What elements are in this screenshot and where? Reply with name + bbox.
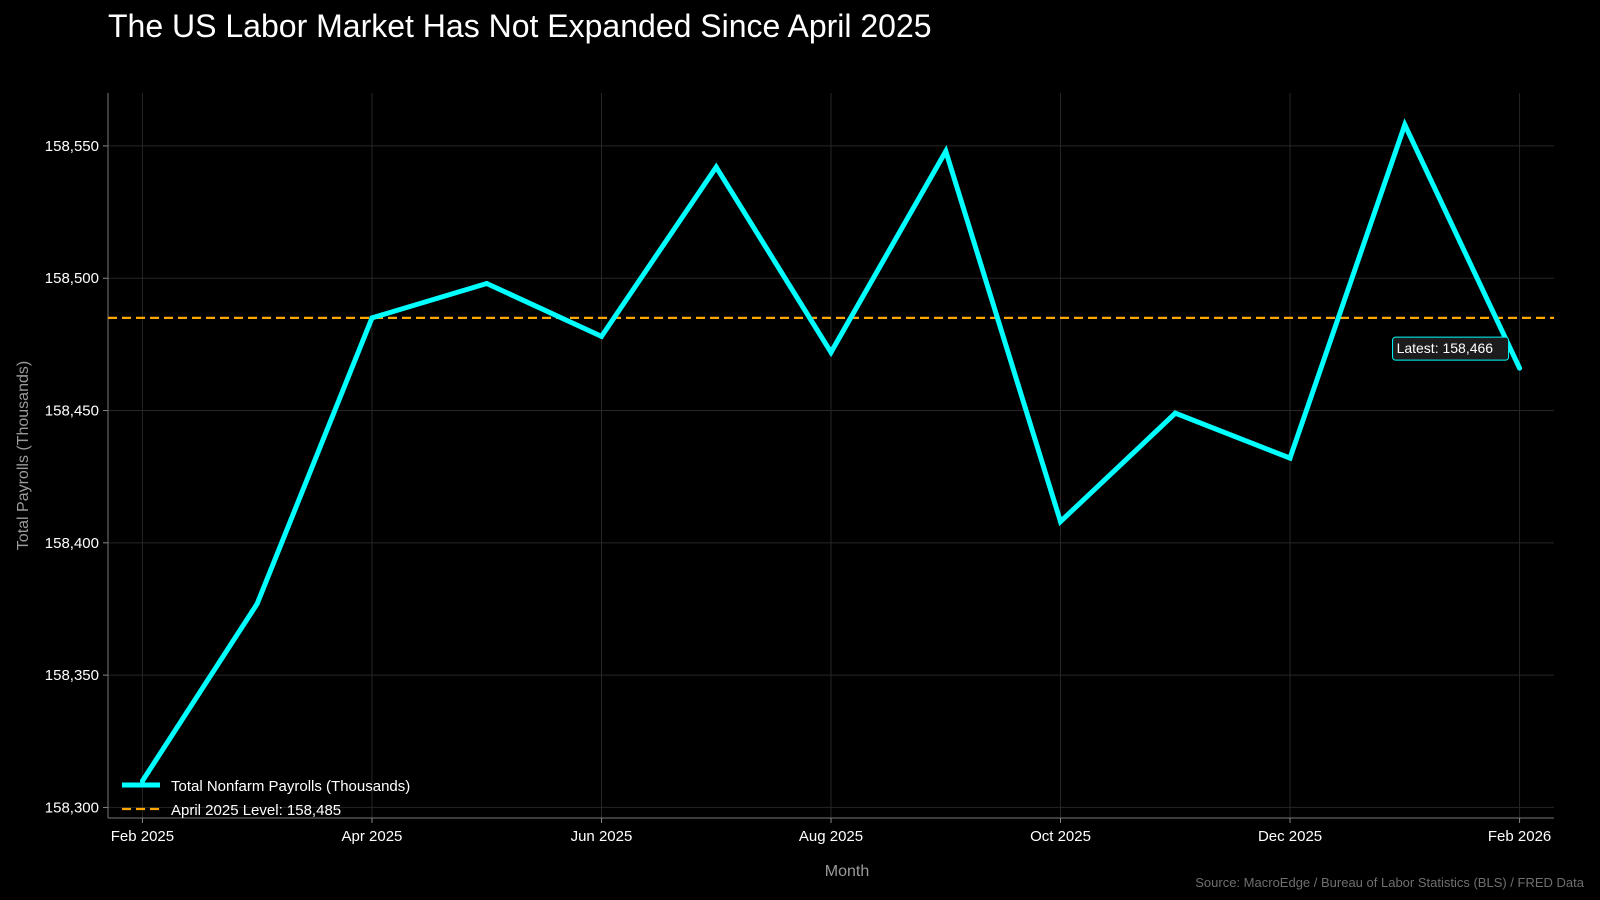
data-point-2025-08 bbox=[828, 349, 834, 355]
x-tick-label: Jun 2025 bbox=[571, 828, 633, 845]
legend-label-series: Total Nonfarm Payrolls (Thousands) bbox=[171, 778, 410, 795]
x-tick-label: Aug 2025 bbox=[799, 828, 863, 845]
x-axis-label: Month bbox=[825, 863, 869, 880]
data-point-2025-11 bbox=[1172, 410, 1178, 416]
data-point-2025-07 bbox=[713, 164, 719, 170]
axes bbox=[103, 93, 1554, 823]
source-note: Source: MacroEdge / Bureau of Labor Stat… bbox=[1195, 875, 1584, 890]
y-tick-label: 158,550 bbox=[45, 138, 99, 155]
latest-annotation-text: Latest: 158,466 bbox=[1397, 340, 1494, 356]
chart-title: The US Labor Market Has Not Expanded Sin… bbox=[108, 8, 932, 44]
data-point-2025-05 bbox=[484, 281, 490, 287]
y-tick-label: 158,450 bbox=[45, 403, 99, 420]
data-point-2025-12 bbox=[1287, 455, 1293, 461]
legend-label-reference: April 2025 Level: 158,485 bbox=[171, 802, 341, 819]
data-point-2026-01 bbox=[1402, 122, 1408, 128]
x-tick-label: Feb 2026 bbox=[1488, 828, 1551, 845]
x-tick-label: Oct 2025 bbox=[1030, 828, 1091, 845]
y-axis-label: Total Payrolls (Thousands) bbox=[15, 361, 32, 550]
latest-annotation: Latest: 158,466 bbox=[1392, 336, 1510, 361]
x-tick-label: Feb 2025 bbox=[111, 828, 174, 845]
data-point-2026-02 bbox=[1517, 365, 1523, 371]
data-point-2025-03 bbox=[254, 601, 260, 607]
data-points bbox=[139, 122, 1523, 784]
data-point-2025-04 bbox=[369, 315, 375, 321]
grid-lines bbox=[108, 93, 1554, 818]
y-tick-label: 158,350 bbox=[45, 667, 99, 684]
latest-annotation-box bbox=[1392, 336, 1510, 361]
y-tick-label: 158,400 bbox=[45, 535, 99, 552]
x-tick-label: Dec 2025 bbox=[1258, 828, 1322, 845]
data-point-2025-06 bbox=[598, 333, 604, 339]
y-tick-label: 158,300 bbox=[45, 799, 99, 816]
y-tick-label: 158,500 bbox=[45, 270, 99, 287]
tick-labels: 158,300 158,350 158,400 158,450 158,500 158,5… bbox=[45, 138, 1552, 845]
data-point-2025-10 bbox=[1058, 519, 1064, 525]
data-point-2025-02 bbox=[139, 778, 145, 784]
x-tick-label: Apr 2025 bbox=[342, 828, 403, 845]
legend: Total Nonfarm Payrolls (Thousands) April… bbox=[122, 778, 410, 819]
data-point-2025-09 bbox=[943, 148, 949, 154]
